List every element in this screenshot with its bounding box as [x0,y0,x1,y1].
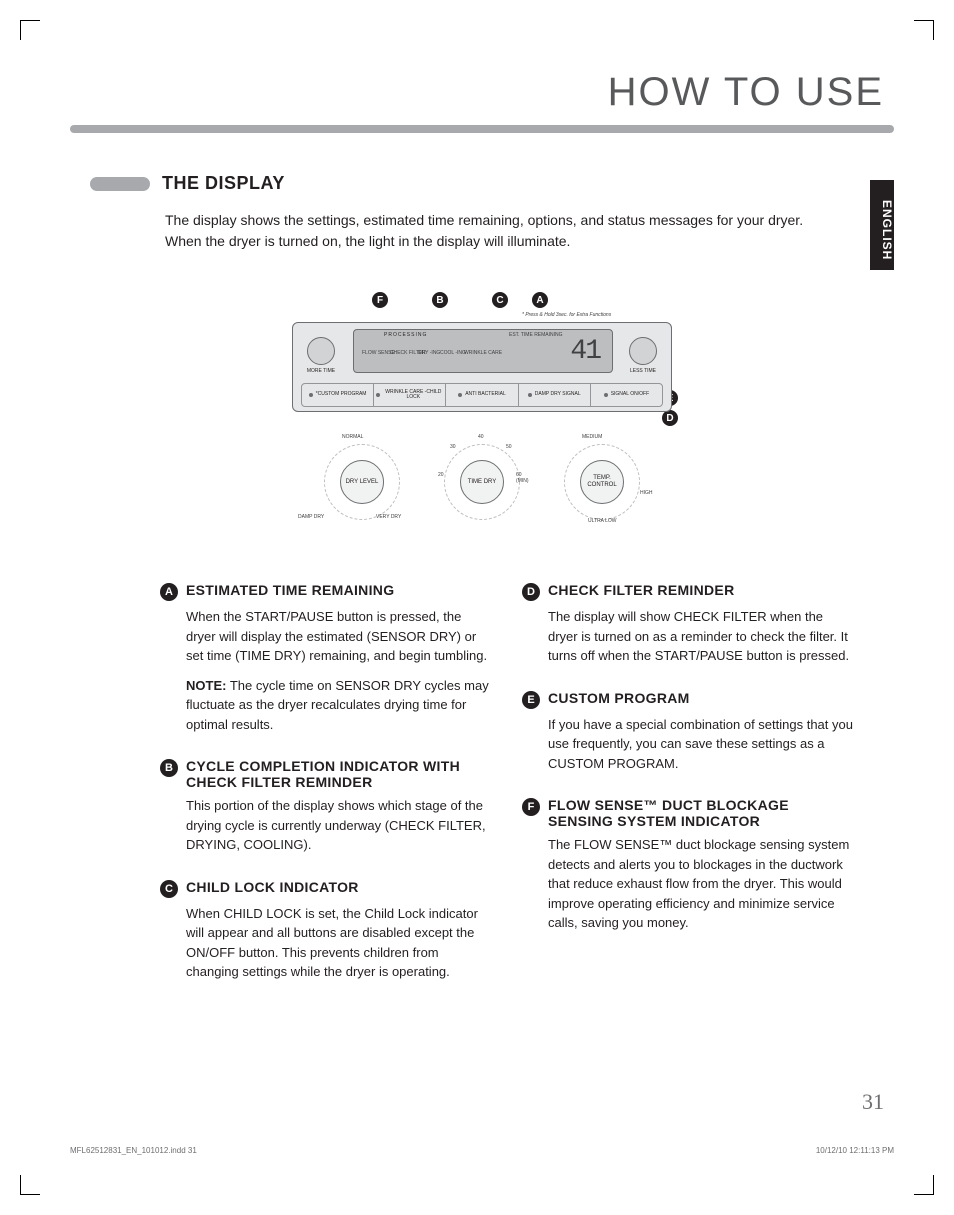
callout-D: D [662,410,678,426]
screen-icon-2: DRY -ING [418,350,440,356]
body-F: The FLOW SENSE™ duct blockage sensing sy… [548,835,854,933]
panel-outline: MORE TIME LESS TIME PROCESSING EST. TIME… [292,322,672,412]
columns: A ESTIMATED TIME REMAINING When the STAR… [70,582,894,1006]
footer-left: MFL62512831_EN_101012.indd 31 [70,1146,197,1155]
item-E: E CUSTOM PROGRAM If you have a special c… [522,690,854,774]
badge-A: A [160,583,178,601]
body-D: The display will show CHECK FILTER when … [548,607,854,666]
title-F: FLOW SENSE™ DUCT BLOCKAGE SENSING SYSTEM… [548,797,854,829]
knob0-lbl1: VERY DRY [376,514,401,520]
badge-C: C [160,880,178,898]
title-bar [70,125,894,133]
item-D: D CHECK FILTER REMINDER The display will… [522,582,854,666]
title-A: ESTIMATED TIME REMAINING [186,582,394,598]
page: HOW TO USE ENGLISH THE DISPLAY The displ… [0,0,954,1215]
section-header: THE DISPLAY [70,173,894,194]
crop-mark [20,1175,40,1195]
right-column: D CHECK FILTER REMINDER The display will… [522,582,854,1006]
opt-anti: ANTI BACTERIAL [446,384,518,406]
title-E: CUSTOM PROGRAM [548,690,690,706]
body-B: This portion of the display shows which … [186,796,492,855]
footer-right: 10/12/10 12:11:13 PM [816,1146,894,1155]
less-time-button [629,337,657,365]
knob-center-0: DRY LEVEL [340,460,384,504]
knob-time-dry: TIME DRY 20 30 40 50 60 (MIN) [432,432,532,532]
page-title: HOW TO USE [70,70,884,115]
content-area: HOW TO USE ENGLISH THE DISPLAY The displ… [70,60,894,1155]
note-text: The cycle time on SENSOR DRY cycles may … [186,678,489,732]
note-label: NOTE: [186,678,226,693]
diagram-wrap: F B C A E D * Press & Hold 3sec. for Ext… [70,282,894,542]
title-B: CYCLE COMPLETION INDICATOR WITH CHECK FI… [186,758,492,790]
control-panel-diagram: F B C A E D * Press & Hold 3sec. for Ext… [292,282,672,542]
badge-B: B [160,759,178,777]
language-tab: ENGLISH [870,180,894,270]
callout-A: A [532,292,548,308]
page-number: 31 [862,1089,884,1115]
note-A: NOTE: The cycle time on SENSOR DRY cycle… [186,676,492,735]
knob1-lbl4: 60 (MIN) [516,472,532,484]
left-column: A ESTIMATED TIME REMAINING When the STAR… [160,582,492,1006]
body-A: When the START/PAUSE button is pressed, … [186,607,492,666]
opt-damp: DAMP DRY SIGNAL [519,384,591,406]
more-time-button [307,337,335,365]
screen-icon-4: WRINKLE CARE [464,350,502,356]
screen-icon-3: COOL -ING [440,350,466,356]
crop-mark [20,20,40,40]
intro-text: The display shows the settings, estimate… [165,210,834,252]
badge-F: F [522,798,540,816]
callout-B: B [432,292,448,308]
title-D: CHECK FILTER REMINDER [548,582,734,598]
body-C: When CHILD LOCK is set, the Child Lock i… [186,904,492,982]
knob-temp: TEMP. CONTROL MEDIUM HIGH ULTRA LOW [552,432,652,532]
time-number: 41 [570,336,600,367]
knob-row: DRY LEVEL NORMAL VERY DRY DAMP DRY TIME … [302,427,662,537]
callout-F: F [372,292,388,308]
remaining-label: EST. TIME REMAINING [509,332,563,338]
section-pill [90,177,150,191]
more-time-label: MORE TIME [301,369,341,375]
knob0-lbl0: NORMAL [342,434,363,440]
badge-E: E [522,691,540,709]
less-time-label: LESS TIME [623,369,663,375]
processing-label: PROCESSING [384,332,427,338]
item-A: A ESTIMATED TIME REMAINING When the STAR… [160,582,492,734]
hold-note: * Press & Hold 3sec. for Extra Functions [522,312,611,318]
item-F: F FLOW SENSE™ DUCT BLOCKAGE SENSING SYST… [522,797,854,933]
opt-custom: *CUSTOM PROGRAM [302,384,374,406]
knob1-lbl3: 50 [506,444,512,450]
knob0-lbl2: DAMP DRY [298,514,324,520]
item-B: B CYCLE COMPLETION INDICATOR WITH CHECK … [160,758,492,855]
knob2-lbl0: MEDIUM [582,434,602,440]
knob-center-2: TEMP. CONTROL [580,460,624,504]
knob-center-1: TIME DRY [460,460,504,504]
crop-mark [914,1175,934,1195]
badge-D: D [522,583,540,601]
crop-mark [914,20,934,40]
callout-C: C [492,292,508,308]
knob1-lbl0: 20 [438,472,444,478]
option-row: *CUSTOM PROGRAM WRINKLE CARE -CHILD LOCK… [301,383,663,407]
opt-wrinkle: WRINKLE CARE -CHILD LOCK [374,384,446,406]
opt-signal: SIGNAL ON/OFF [591,384,662,406]
knob1-lbl1: 30 [450,444,456,450]
lcd-screen: PROCESSING EST. TIME REMAINING 41 FLOW S… [353,329,613,373]
item-C: C CHILD LOCK INDICATOR When CHILD LOCK i… [160,879,492,982]
knob2-lbl1: HIGH [640,490,653,496]
section-title: THE DISPLAY [162,173,285,194]
body-E: If you have a special combination of set… [548,715,854,774]
knob1-lbl2: 40 [478,434,484,440]
knob2-lbl2: ULTRA LOW [588,518,617,524]
knob-dry-level: DRY LEVEL NORMAL VERY DRY DAMP DRY [312,432,412,532]
title-C: CHILD LOCK INDICATOR [186,879,359,895]
